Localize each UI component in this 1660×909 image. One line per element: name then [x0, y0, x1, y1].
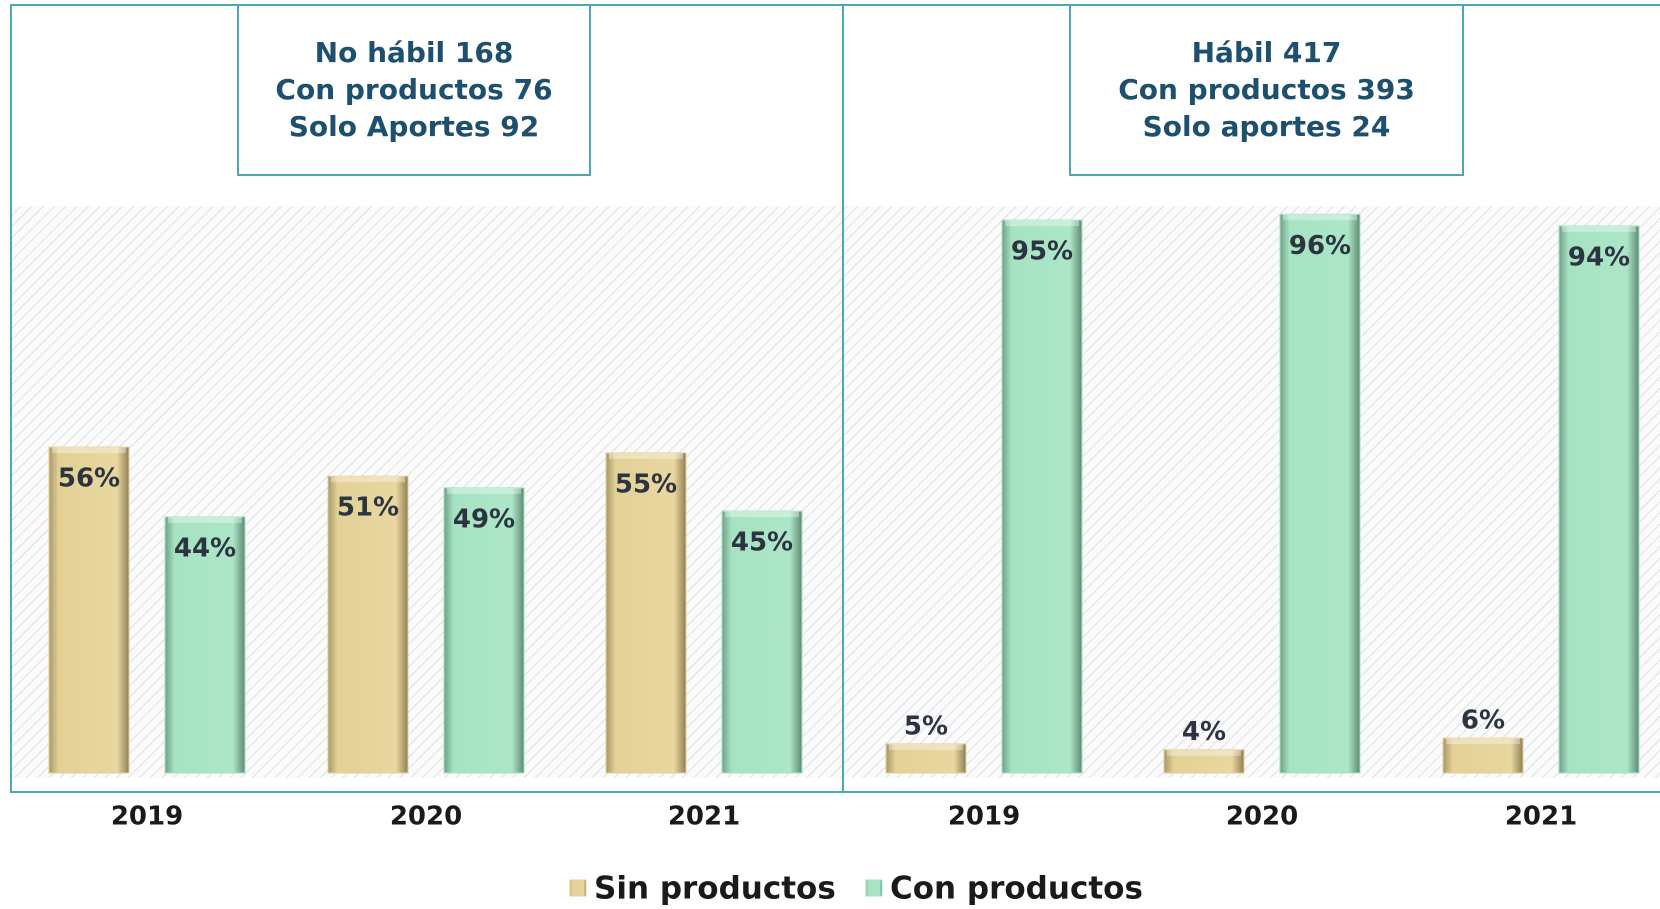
bar-top [1562, 225, 1636, 232]
x-tick-label: 2020 [390, 802, 462, 832]
x-tick-label: 2019 [948, 802, 1020, 832]
bar [164, 516, 246, 774]
bar-top [725, 511, 799, 518]
bar-top [52, 447, 126, 454]
x-tick-label: 2020 [1226, 802, 1298, 832]
legend-label: Sin productos [594, 871, 836, 907]
value-label: 44% [174, 533, 236, 563]
value-label: 49% [453, 504, 515, 534]
annotation-line: Solo Aportes 92 [289, 110, 540, 143]
value-label: 4% [1182, 717, 1226, 747]
value-label: 51% [337, 493, 399, 523]
bar-top [1167, 749, 1241, 756]
value-label: 56% [58, 464, 120, 494]
annotation-line: Con productos 76 [275, 73, 552, 106]
bar-top [447, 487, 521, 494]
legend-swatch [865, 879, 883, 897]
bar [1442, 737, 1524, 774]
bar-top [331, 476, 405, 483]
bar-top [889, 743, 963, 750]
bar [885, 743, 967, 774]
bar-top [1283, 214, 1357, 221]
annotation-line: Solo aportes 24 [1143, 110, 1391, 143]
bar-top [1005, 220, 1079, 227]
value-label: 95% [1011, 237, 1073, 267]
value-label: 94% [1568, 242, 1630, 272]
bar-top [168, 516, 242, 523]
x-tick-label: 2019 [111, 802, 183, 832]
bar [443, 487, 525, 774]
bar [327, 475, 409, 774]
x-tick-label: 2021 [668, 802, 740, 832]
legend-swatch [569, 879, 587, 897]
bar [605, 452, 687, 774]
annotation-line: No hábil 168 [315, 36, 514, 69]
bar [1279, 213, 1361, 774]
bar [48, 446, 130, 774]
value-label: 55% [615, 469, 677, 499]
annotation-line: Hábil 417 [1192, 36, 1342, 69]
annotation-line: Con productos 393 [1118, 73, 1415, 106]
value-label: 6% [1461, 706, 1505, 736]
value-label: 96% [1289, 231, 1351, 261]
value-label: 5% [904, 711, 948, 741]
bar-top [609, 452, 683, 459]
bar [1163, 749, 1245, 774]
bar-top [1446, 738, 1520, 745]
plot-background [11, 206, 1660, 778]
annotation-box [237, 4, 591, 176]
bar [1001, 219, 1083, 774]
legend-label: Con productos [890, 871, 1143, 907]
bar [1558, 225, 1640, 774]
value-label: 45% [731, 528, 793, 558]
x-tick-label: 2021 [1505, 802, 1577, 832]
annotation-box [1069, 4, 1464, 176]
bar [721, 510, 803, 774]
